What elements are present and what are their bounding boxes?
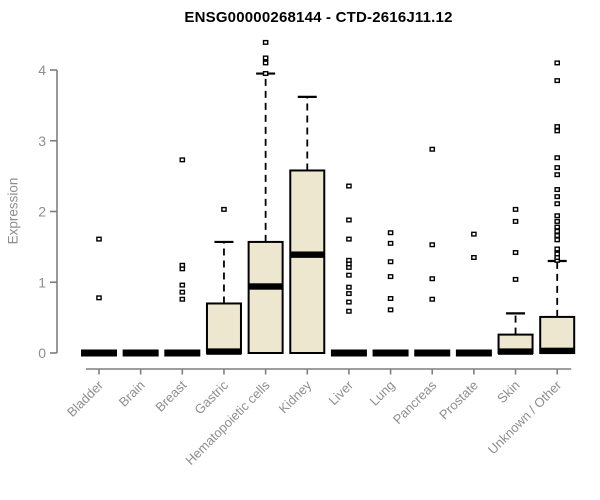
median-line-skin xyxy=(498,348,534,355)
box-hematopoietic-cells xyxy=(247,240,284,354)
outlier-point-liver xyxy=(346,183,352,189)
outlier-point-lung xyxy=(387,240,394,246)
outlier-point-hematopoietic-cells xyxy=(262,71,269,77)
outlier-point-pancreas xyxy=(429,296,436,302)
outlier-point-bladder xyxy=(96,236,102,242)
x-category-label: Liver xyxy=(326,377,357,408)
outlier-point-skin xyxy=(512,250,519,256)
outlier-point-liver xyxy=(346,299,352,305)
outlier-point-unknown-other xyxy=(554,172,561,178)
outlier-point-pancreas xyxy=(429,242,436,248)
x-category-label: Prostate xyxy=(436,378,481,423)
flat-box-breast xyxy=(164,349,201,357)
outlier-point-breast xyxy=(179,157,186,163)
outlier-point-liver xyxy=(346,308,352,314)
median-line-kidney xyxy=(289,251,325,258)
outlier-point-pancreas xyxy=(429,146,436,152)
outlier-point-lung xyxy=(387,307,394,313)
outlier-point-lung xyxy=(387,230,394,236)
x-category-label: Skin xyxy=(494,378,522,406)
outlier-point-unknown-other xyxy=(554,128,561,134)
outlier-point-skin xyxy=(512,218,519,224)
outlier-point-breast xyxy=(179,282,186,288)
outlier-point-liver xyxy=(346,236,352,242)
outlier-point-liver xyxy=(346,272,352,278)
outlier-point-unknown-other xyxy=(554,155,561,161)
box-unknown-other xyxy=(539,315,576,355)
outlier-point-breast xyxy=(179,262,186,268)
outlier-point-lung xyxy=(387,274,394,280)
x-category-label: Kidney xyxy=(276,377,315,416)
outlier-point-prostate xyxy=(471,231,477,237)
flat-box-prostate xyxy=(455,349,492,357)
outlier-point-hematopoietic-cells xyxy=(262,55,269,61)
outlier-point-unknown-other xyxy=(554,246,561,252)
y-tick-label: 3 xyxy=(38,133,46,149)
outlier-point-skin xyxy=(512,206,519,212)
flat-box-lung xyxy=(372,349,409,357)
x-category-label: Breast xyxy=(152,377,189,414)
outlier-point-liver xyxy=(346,217,352,223)
median-line-gastric xyxy=(206,348,242,355)
outlier-point-liver xyxy=(346,284,352,290)
flat-box-pancreas xyxy=(414,349,451,357)
outlier-point-unknown-other xyxy=(554,165,561,171)
y-tick-label: 1 xyxy=(38,274,46,290)
outlier-point-unknown-other xyxy=(554,124,561,130)
outlier-point-unknown-other xyxy=(554,233,561,239)
outlier-point-gastric xyxy=(221,206,227,212)
box-kidney xyxy=(289,169,326,354)
outlier-point-skin xyxy=(512,276,519,282)
y-tick-label: 4 xyxy=(38,62,46,78)
outlier-point-unknown-other xyxy=(554,201,561,207)
outlier-point-unknown-other xyxy=(554,251,561,257)
outlier-point-pancreas xyxy=(429,276,436,282)
outlier-point-bladder xyxy=(96,295,102,301)
outlier-point-unknown-other xyxy=(554,78,561,84)
outlier-point-unknown-other xyxy=(554,187,561,193)
outlier-point-unknown-other xyxy=(554,60,561,66)
outlier-point-breast xyxy=(179,296,186,302)
y-tick-label: 2 xyxy=(38,204,46,220)
x-category-label: Lung xyxy=(367,378,398,409)
outlier-point-lung xyxy=(387,296,394,302)
outlier-point-liver xyxy=(346,291,352,297)
flat-box-liver xyxy=(330,349,367,357)
x-category-label: Bladder xyxy=(64,377,107,420)
outlier-point-unknown-other xyxy=(554,237,561,243)
flat-box-brain xyxy=(122,349,159,357)
outlier-point-unknown-other xyxy=(554,228,561,234)
chart-title: ENSG00000268144 - CTD-2616J11.12 xyxy=(184,9,453,26)
outlier-point-liver xyxy=(346,257,352,263)
outlier-point-unknown-other xyxy=(554,213,561,219)
outlier-point-unknown-other xyxy=(554,224,561,230)
x-category-label: Gastric xyxy=(191,377,231,417)
median-line-hematopoietic-cells xyxy=(248,283,284,290)
outlier-point-hematopoietic-cells xyxy=(262,39,269,45)
median-line-unknown-other xyxy=(539,347,575,355)
outlier-point-hematopoietic-cells xyxy=(262,60,269,66)
outlier-point-unknown-other xyxy=(554,194,561,200)
y-tick-label: 0 xyxy=(38,345,46,361)
outlier-point-breast xyxy=(179,289,186,295)
flat-box-bladder xyxy=(81,349,117,357)
outlier-point-unknown-other xyxy=(554,218,561,224)
x-category-label: Brain xyxy=(116,378,148,410)
x-category-label: Pancreas xyxy=(390,377,440,427)
outlier-point-lung xyxy=(387,259,394,265)
outlier-point-prostate xyxy=(471,254,477,260)
x-category-label: Unknown / Other xyxy=(485,377,565,457)
box-gastric xyxy=(205,302,242,355)
